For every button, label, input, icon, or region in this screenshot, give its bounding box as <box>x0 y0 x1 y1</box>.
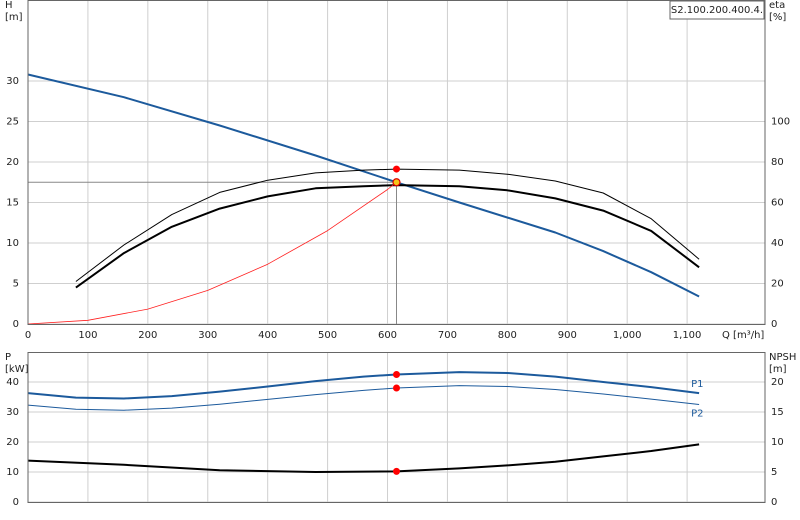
plot-frame <box>27 352 766 503</box>
y-tick-label: 30 <box>6 407 19 418</box>
operating-marker <box>393 371 400 378</box>
operating-marker <box>393 384 400 392</box>
y2-tick-label: 40 <box>771 238 784 249</box>
y-axis-title: [kW] <box>5 364 29 375</box>
operating-marker <box>392 178 401 187</box>
y-axis-title: H <box>5 0 13 11</box>
y-tick-label: 20 <box>6 437 19 448</box>
series-line <box>27 73 700 298</box>
x-tick-label: 0 <box>25 330 31 341</box>
operating-marker <box>393 467 400 475</box>
series-line <box>27 181 397 325</box>
series-line <box>27 371 700 400</box>
y2-axis-title: [m] <box>769 364 787 375</box>
x-tick-label: 700 <box>438 330 457 341</box>
y2-tick-label: 60 <box>771 198 784 209</box>
operating-marker <box>393 165 400 173</box>
y2-tick-label: 80 <box>771 157 784 168</box>
y2-tick-label: 100 <box>771 117 790 128</box>
series-label: P1 <box>691 379 703 390</box>
series-line <box>75 168 700 282</box>
plot-frame <box>27 0 766 325</box>
x-tick-label: 800 <box>498 330 517 341</box>
x-tick-label: 500 <box>318 330 337 341</box>
y-axis-title: P <box>5 352 11 363</box>
y2-axis-title: [%] <box>769 12 786 23</box>
y-tick-label: 40 <box>6 377 19 388</box>
x-tick-label: 1,000 <box>613 330 642 341</box>
y2-tick-label: 20 <box>771 279 784 290</box>
y-tick-label: 25 <box>6 117 19 128</box>
title-box <box>669 0 765 20</box>
x-tick-label: 300 <box>198 330 217 341</box>
chart-title: S2.100.200.400.4. <box>671 5 763 16</box>
y2-axis-title: NPSH <box>769 352 796 363</box>
series-line <box>27 385 700 411</box>
y-tick-label: 0 <box>13 319 19 330</box>
y-tick-label: 0 <box>13 497 19 508</box>
x-tick-label: 600 <box>378 330 397 341</box>
y2-tick-label: 15 <box>771 407 784 418</box>
y-tick-label: 10 <box>6 467 19 478</box>
y2-tick-label: 0 <box>771 319 777 330</box>
y2-tick-label: 0 <box>771 497 777 508</box>
y-tick-label: 30 <box>6 76 19 87</box>
x-tick-label: 100 <box>78 330 97 341</box>
y-tick-label: 15 <box>6 198 19 209</box>
x-axis-title: Q [m³/h] <box>722 330 764 341</box>
x-tick-label: 1,100 <box>673 330 702 341</box>
y2-axis-title: eta <box>769 0 785 11</box>
series-line <box>75 184 700 289</box>
y-axis-title: [m] <box>5 12 23 23</box>
y2-tick-label: 5 <box>771 467 777 478</box>
x-tick-label: 200 <box>138 330 157 341</box>
series-line <box>27 443 700 473</box>
x-tick-label: 400 <box>258 330 277 341</box>
y2-tick-label: 10 <box>771 437 784 448</box>
y-tick-label: 10 <box>6 238 19 249</box>
x-tick-label: 900 <box>558 330 577 341</box>
series-label: P2 <box>691 409 703 420</box>
y-tick-label: 20 <box>6 157 19 168</box>
y2-tick-label: 20 <box>771 377 784 388</box>
y-tick-label: 5 <box>13 279 19 290</box>
